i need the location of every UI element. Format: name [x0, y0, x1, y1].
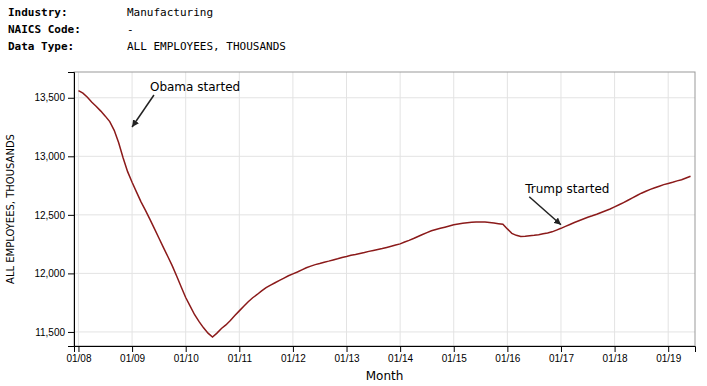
grid-line-x	[507, 72, 508, 346]
y-tick: 13,000	[34, 151, 74, 162]
grid-line-x	[346, 72, 347, 346]
x-tick-mark	[507, 346, 508, 352]
x-tick-label: 01/14	[388, 353, 413, 364]
x-tick: 01/15	[442, 346, 467, 364]
grid-line-x	[185, 72, 186, 346]
y-tick-mark	[68, 215, 74, 216]
header-label: NAICS Code:	[8, 23, 81, 36]
grid-line-x	[292, 72, 293, 346]
x-tick: 01/14	[388, 346, 413, 364]
y-tick-mark	[68, 156, 74, 157]
x-tick: 01/12	[281, 346, 306, 364]
annotation-text: Trump started	[524, 182, 609, 196]
grid-line-y	[74, 156, 695, 157]
annotation-text: Obama started	[150, 80, 240, 94]
x-tick: 01/16	[495, 346, 520, 364]
x-tick: 01/09	[120, 346, 145, 364]
grid-line-y	[74, 97, 695, 98]
grid-line-x	[453, 72, 454, 346]
y-tick-label: 12,500	[34, 210, 65, 221]
y-tick-label: 11,500	[35, 327, 65, 338]
y-tick-label: 13,500	[34, 92, 65, 103]
x-tick-label: 01/08	[66, 353, 91, 364]
grid-line-y	[74, 331, 695, 332]
header-value: ALL EMPLOYEES, THOUSANDS	[127, 40, 286, 53]
x-tick-label: 01/13	[335, 353, 360, 364]
y-tick-mark	[68, 273, 74, 274]
y-tick-label: 13,000	[34, 151, 65, 162]
x-tick-label: 01/17	[549, 353, 574, 364]
header-value: Manufacturing	[127, 6, 213, 19]
x-tick-mark	[561, 346, 562, 352]
y-tick: 12,500	[34, 210, 74, 221]
header: Industry: Manufacturing NAICS Code: - Data T…	[8, 6, 286, 53]
x-tick: 01/10	[174, 346, 199, 364]
y-tick-mark	[68, 98, 74, 99]
x-tick-mark	[132, 346, 133, 352]
annotations: Obama started Trump started	[132, 80, 609, 225]
x-tick: 01/11	[228, 346, 253, 364]
y-tick: 11,500	[35, 327, 74, 338]
y-axis-title: ALL EMPLOYEES, THOUSANDS	[5, 134, 16, 284]
annotation-arrow	[132, 95, 154, 127]
chart-svg: Industry: Manufacturing NAICS Code: - Data T…	[0, 0, 707, 386]
x-tick-label: 01/19	[656, 353, 681, 364]
x-tick: 01/19	[656, 346, 681, 364]
grid-line-y	[74, 214, 695, 215]
x-tick-label: 01/09	[120, 353, 145, 364]
x-tick-mark	[400, 346, 401, 352]
x-tick-label: 01/11	[228, 353, 253, 364]
x-tick: 01/08	[66, 346, 91, 364]
x-tick-label: 01/15	[442, 353, 467, 364]
annotation-arrow	[529, 197, 561, 225]
grid	[74, 72, 695, 346]
grid-line-x	[560, 72, 561, 346]
grid-line-x	[132, 72, 133, 346]
plot-frame	[74, 72, 695, 346]
x-tick-label: 01/12	[281, 353, 306, 364]
grid-line-x	[239, 72, 240, 346]
grid-line-y	[74, 273, 695, 274]
y-tick: 12,000	[34, 268, 74, 279]
plot: 01/08 01/09 01/10 01/11 01/12 01/13 01/14 01/15…	[34, 72, 695, 364]
x-axis-line	[75, 347, 696, 353]
x-axis-title: Month	[366, 369, 404, 383]
x-axis: 01/08 01/09 01/10 01/11 01/12 01/13 01/14 01/15…	[66, 346, 695, 364]
header-value: -	[127, 23, 134, 36]
x-tick-mark	[186, 346, 187, 352]
x-tick-mark	[668, 346, 669, 352]
y-tick: 13,500	[34, 92, 74, 103]
x-tick: 01/18	[603, 346, 628, 364]
grid-line-x	[614, 72, 615, 346]
y-axis-line	[68, 73, 75, 347]
series-group	[78, 91, 690, 337]
x-tick-mark	[239, 346, 240, 352]
x-tick-label: 01/10	[174, 353, 199, 364]
header-label: Data Type:	[8, 40, 74, 53]
x-tick: 01/17	[549, 346, 574, 364]
grid-line-x	[668, 72, 669, 346]
x-tick: 01/13	[335, 346, 360, 364]
x-tick-label: 01/18	[603, 353, 628, 364]
y-axis: 11,500 12,000 12,500 13,000 13,500	[34, 73, 74, 347]
grid-line-x	[78, 72, 79, 346]
y-tick-mark	[68, 332, 74, 333]
x-tick-mark	[347, 346, 348, 352]
header-label: Industry:	[8, 6, 68, 19]
x-tick-mark	[454, 346, 455, 352]
x-tick-mark	[293, 346, 294, 352]
y-tick-label: 12,000	[34, 268, 65, 279]
x-tick-mark	[615, 346, 616, 352]
data-line	[78, 91, 690, 337]
x-tick-label: 01/16	[495, 353, 520, 364]
grid-line-x	[400, 72, 401, 346]
x-tick-mark	[78, 346, 79, 352]
